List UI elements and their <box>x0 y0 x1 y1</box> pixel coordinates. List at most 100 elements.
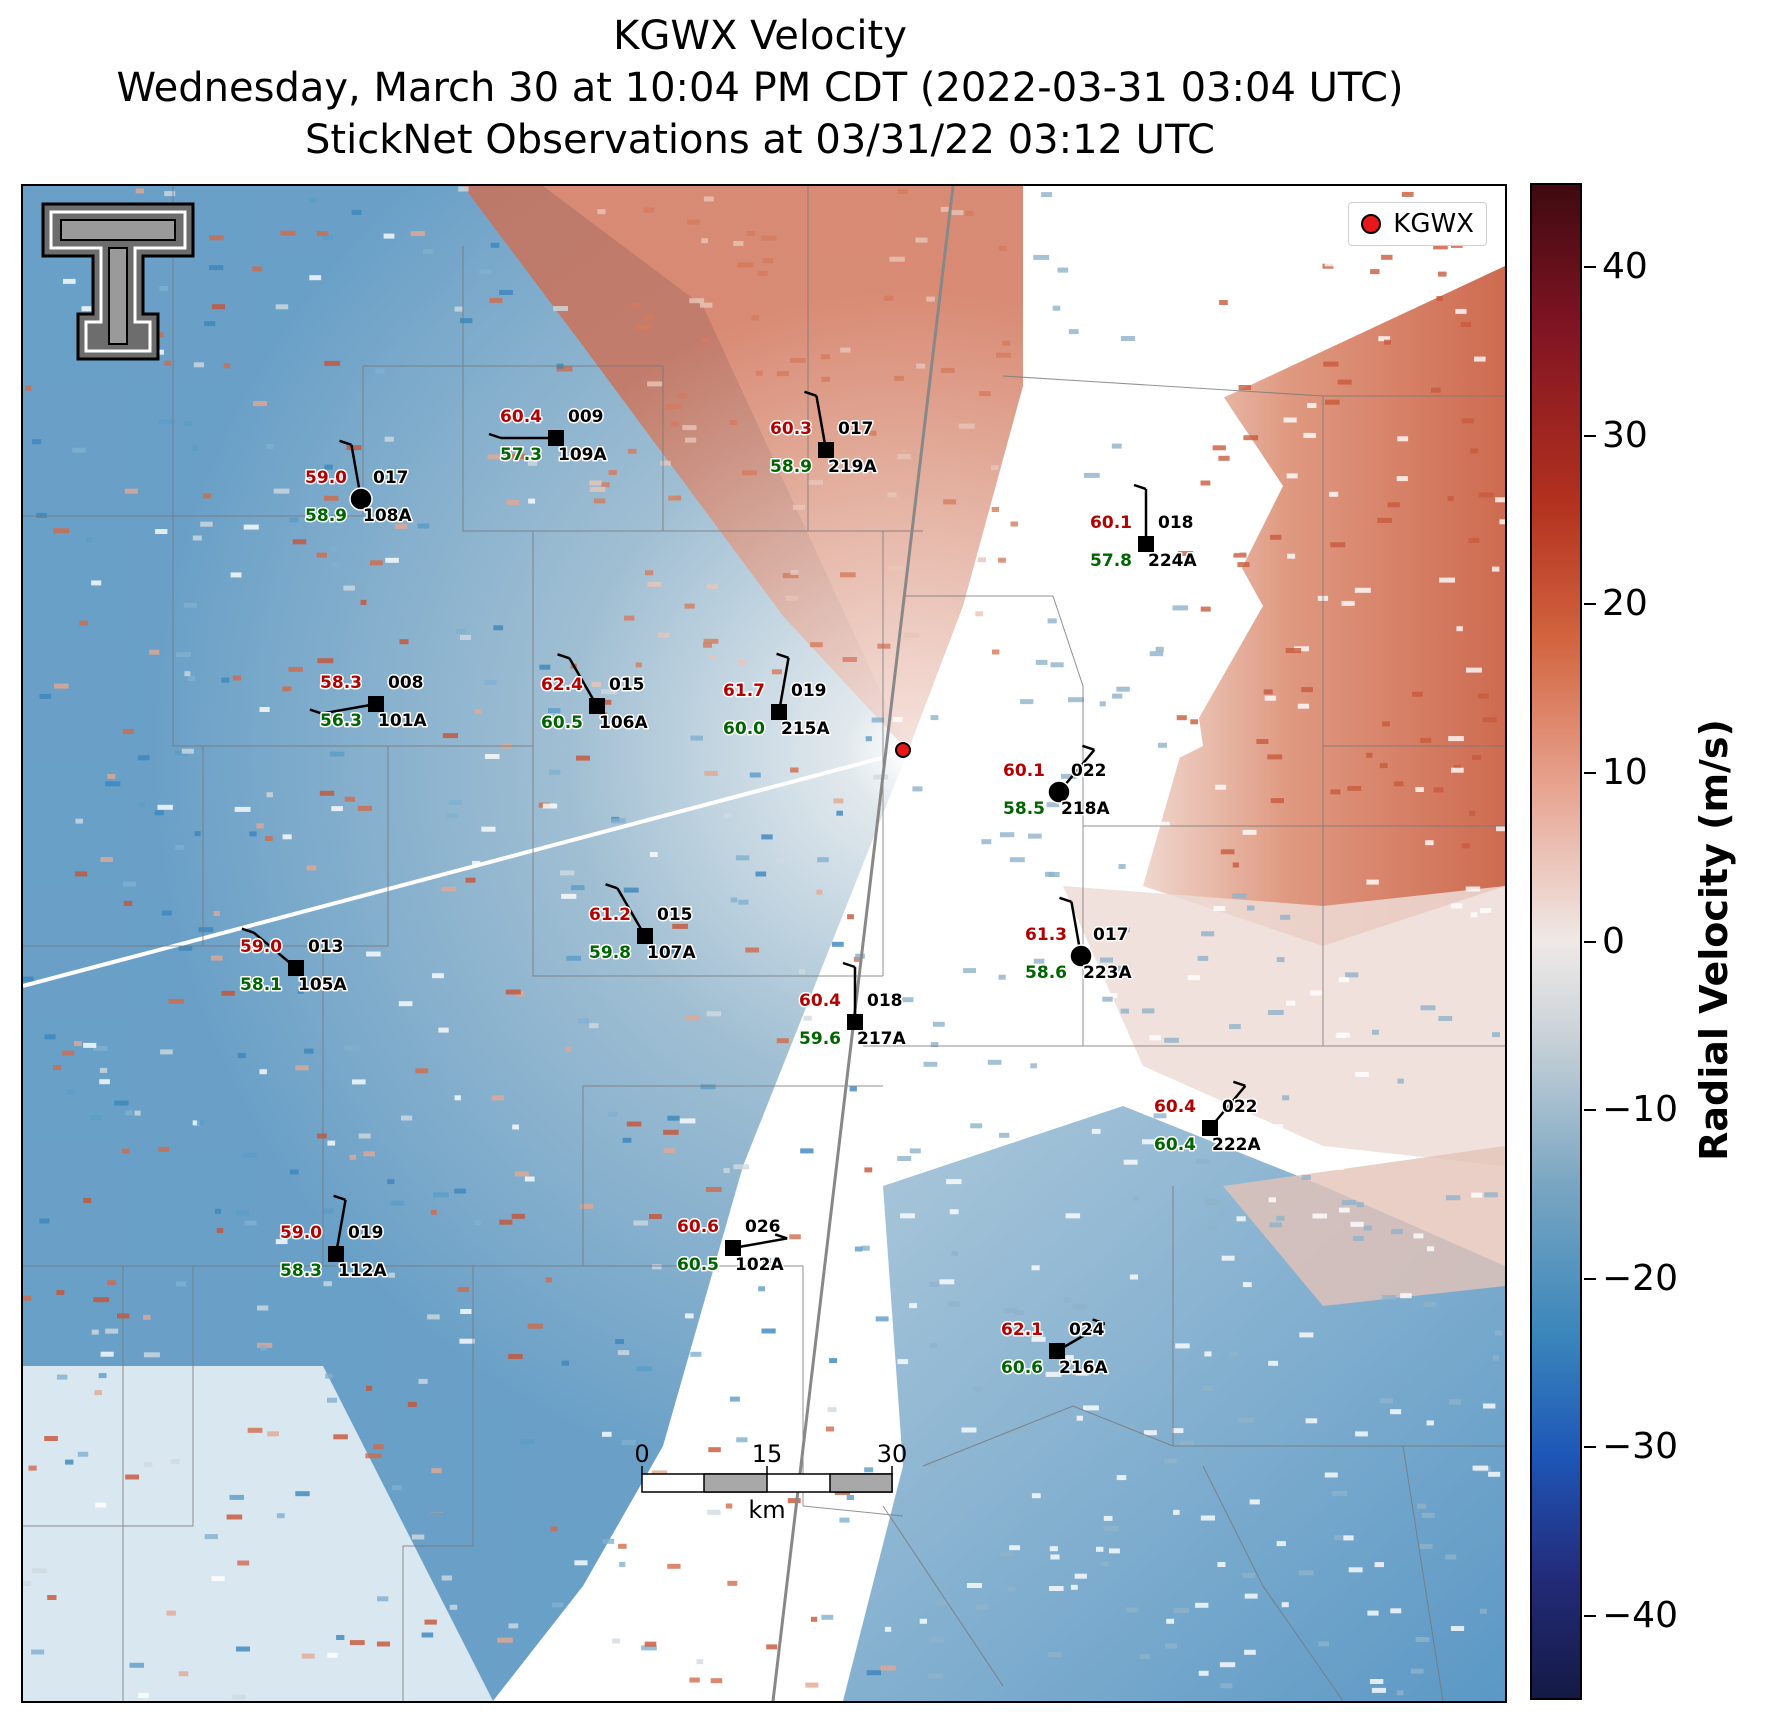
wind-barb-flag <box>241 927 255 934</box>
direction-label: 022 <box>1071 761 1107 781</box>
temperature-label: 62.4 <box>541 675 583 695</box>
wind-barb-flag <box>774 1233 788 1240</box>
direction-label: 018 <box>867 991 903 1011</box>
station-marker <box>725 1240 741 1256</box>
radar-map[interactable]: 59.0 017 58.9 108A 60.4 009 57.3 109A 60.3 017 58.… <box>21 184 1507 1703</box>
station-224A[interactable]: 60.1 018 57.8 224A <box>1089 483 1199 573</box>
station-112A[interactable]: 59.0 019 58.3 112A <box>279 1194 389 1283</box>
texas-tech-double-t-logo <box>41 202 195 361</box>
temperature-label: 62.1 <box>1001 1320 1043 1340</box>
direction-label: 017 <box>838 419 874 439</box>
station-217A[interactable]: 60.4 018 59.6 217A <box>798 961 908 1051</box>
station-marker <box>1047 780 1071 804</box>
wind-barb <box>732 1237 788 1250</box>
colorbar-tick-label: 20 <box>1602 583 1648 625</box>
dewpoint-label: 57.8 <box>1090 551 1132 571</box>
direction-label: 019 <box>791 681 827 701</box>
station-id-label: 219A <box>828 457 877 477</box>
kgwx-radar-site-marker[interactable] <box>895 742 911 758</box>
scale-unit: km <box>748 1496 785 1524</box>
county-boundaries <box>23 186 1505 1701</box>
colorbar-tick <box>1584 1109 1596 1112</box>
station-215A[interactable]: 61.7 019 60.0 215A <box>722 652 832 741</box>
dewpoint-label: 58.9 <box>770 457 812 477</box>
station-id-label: 224A <box>1148 551 1197 571</box>
radar-map-canvas: 59.0 017 58.9 108A 60.4 009 57.3 109A 60.3 017 58.… <box>23 186 1505 1701</box>
dewpoint-label: 57.3 <box>500 445 542 465</box>
colorbar-tick <box>1584 940 1596 943</box>
colorbar-tick-label: −20 <box>1602 1257 1678 1299</box>
station-marker <box>818 442 834 458</box>
temperature-label: 60.3 <box>770 419 812 439</box>
station-marker <box>771 704 787 720</box>
scale-label-0: 0 <box>634 1440 649 1468</box>
wind-barb-flag <box>776 652 789 660</box>
station-106A[interactable]: 62.4 015 60.5 106A <box>540 653 650 735</box>
wind-barb-flag <box>1232 1080 1246 1088</box>
station-223A[interactable]: 61.3 017 58.6 223A <box>1024 896 1134 985</box>
chart-subtitle-time: Wednesday, March 30 at 10:04 PM CDT (202… <box>116 65 1404 111</box>
wind-barb-flag <box>1081 744 1095 752</box>
station-marker <box>1202 1120 1218 1136</box>
direction-label: 024 <box>1069 1320 1105 1340</box>
station-id-label: 105A <box>298 975 347 995</box>
station-108A[interactable]: 59.0 017 58.9 108A <box>304 439 414 528</box>
direction-label: 008 <box>388 673 424 693</box>
station-id-label: 215A <box>781 719 830 739</box>
colorbar-tick-label: 0 <box>1602 920 1625 962</box>
colorbar <box>1530 183 1582 1700</box>
wind-barb-flag <box>339 439 352 447</box>
wind-barb-flag <box>309 708 323 715</box>
wind-barb-flag <box>1059 896 1072 904</box>
station-216A[interactable]: 62.1 024 60.6 216A <box>1000 1318 1110 1380</box>
station-105A[interactable]: 59.0 013 58.1 105A <box>239 927 349 997</box>
direction-label: 015 <box>609 675 645 695</box>
station-id-label: 101A <box>378 711 427 731</box>
colorbar-tick <box>1584 1446 1596 1449</box>
dewpoint-label: 58.6 <box>1025 963 1067 983</box>
temperature-label: 59.0 <box>280 1223 322 1243</box>
wind-barb-flag <box>333 1194 346 1202</box>
temperature-label: 60.1 <box>1003 761 1045 781</box>
station-marker <box>548 430 564 446</box>
colorbar-tick-label: −40 <box>1602 1594 1678 1636</box>
station-id-label: 109A <box>558 445 607 465</box>
station-222A[interactable]: 60.4 022 60.4 222A <box>1153 1080 1263 1157</box>
direction-label: 022 <box>1222 1097 1258 1117</box>
station-219A[interactable]: 60.3 017 58.9 219A <box>769 390 879 479</box>
station-marker <box>1069 944 1093 968</box>
colorbar-tick-label: 30 <box>1602 414 1648 456</box>
station-marker <box>847 1014 863 1030</box>
station-marker <box>1138 536 1154 552</box>
direction-label: 019 <box>348 1223 384 1243</box>
station-102A[interactable]: 60.6 026 60.5 102A <box>676 1216 788 1277</box>
legend-label: KGWX <box>1393 209 1474 239</box>
wind-barb <box>815 395 828 451</box>
station-218A[interactable]: 60.1 022 58.5 218A <box>1002 744 1112 821</box>
wind-barb <box>334 1199 347 1255</box>
colorbar-tick <box>1584 1614 1596 1617</box>
dewpoint-label: 60.5 <box>541 713 583 733</box>
dewpoint-label: 59.6 <box>799 1029 841 1049</box>
colorbar-tick-label: 40 <box>1602 246 1648 288</box>
direction-label: 018 <box>1158 513 1194 533</box>
temperature-label: 60.1 <box>1090 513 1132 533</box>
station-id-label: 107A <box>647 943 696 963</box>
station-marker <box>288 960 304 976</box>
temperature-label: 61.7 <box>723 681 765 701</box>
station-id-label: 106A <box>599 713 648 733</box>
station-id-label: 112A <box>338 1261 387 1281</box>
dewpoint-label: 59.8 <box>589 943 631 963</box>
temperature-label: 60.4 <box>799 991 841 1011</box>
dewpoint-label: 58.9 <box>305 506 347 526</box>
dewpoint-label: 60.6 <box>1001 1358 1043 1378</box>
colorbar-label: Radial Velocity (m/s) <box>1692 719 1736 1161</box>
station-107A[interactable]: 61.2 015 59.8 107A <box>588 883 698 965</box>
temperature-label: 59.0 <box>305 468 347 488</box>
station-id-label: 108A <box>363 506 412 526</box>
station-101A[interactable]: 58.3 008 56.3 101A <box>309 672 429 733</box>
colorbar-tick <box>1584 1277 1596 1280</box>
station-marker <box>328 1246 344 1262</box>
direction-label: 009 <box>568 407 604 427</box>
station-109A[interactable]: 60.4 009 57.3 109A <box>488 406 609 467</box>
